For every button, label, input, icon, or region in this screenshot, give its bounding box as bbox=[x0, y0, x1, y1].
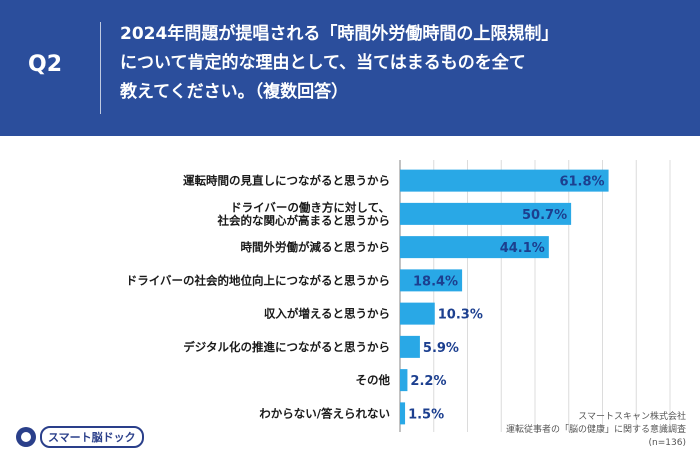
bar bbox=[400, 302, 435, 325]
category-label: ドライバーの働き方に対して、 bbox=[230, 200, 390, 214]
bar-value-label: 1.5% bbox=[408, 407, 444, 422]
category-label: 運転時間の見直しにつながると思うから bbox=[183, 174, 390, 188]
bar-value-label: 18.4% bbox=[413, 274, 458, 289]
question-header: Q2 2024年問題が提唱される「時間外労働時間の上限規制」 について肯定的な理… bbox=[0, 0, 700, 136]
category-label: デジタル化の推進につながると思うから bbox=[183, 340, 390, 354]
category-label: その他 bbox=[356, 373, 391, 387]
category-label: 時間外労働が減ると思うから bbox=[241, 240, 391, 254]
bar bbox=[400, 202, 572, 225]
bar-value-label: 50.7% bbox=[522, 208, 567, 223]
bar bbox=[400, 402, 406, 425]
chart-panel: 61.8% 運転時間の見直しにつながると思うから 50.7% ドライバーの働き方に対し… bbox=[10, 142, 690, 460]
category-label: わからない/答えられない bbox=[259, 406, 390, 420]
category-label: ドライバーの社会的地位向上につながると思うから bbox=[126, 273, 390, 287]
header-divider bbox=[100, 22, 101, 114]
source-survey: 運転従事者の「脳の健康」に関する意識調査 bbox=[505, 425, 686, 435]
source-sample-size: (n=136) bbox=[648, 438, 686, 448]
question-line-2: について肯定的な理由として、当てはまるものを全て bbox=[120, 53, 526, 73]
bar-value-label: 61.8% bbox=[559, 175, 604, 190]
bar-chart: 61.8% 運転時間の見直しにつながると思うから 50.7% ドライバーの働き方に対し… bbox=[126, 160, 671, 432]
bar-value-label: 44.1% bbox=[500, 241, 545, 256]
brand-logo-text: スマート脳ドック bbox=[40, 426, 144, 448]
bar-value-label: 5.9% bbox=[423, 341, 459, 356]
question-line-1: 2024年問題が提唱される「時間外労働時間の上限規制」 bbox=[120, 24, 559, 44]
bar bbox=[400, 169, 609, 192]
bar-value-label: 2.2% bbox=[410, 374, 446, 389]
category-label: 収入が増えると思うから bbox=[264, 307, 390, 321]
source-company: スマートスキャン株式会社 bbox=[578, 412, 686, 422]
source-note: スマートスキャン株式会社 運転従事者の「脳の健康」に関する意識調査 (n=136… bbox=[506, 411, 686, 450]
question-line-3: 教えてください。（複数回答） bbox=[120, 82, 349, 102]
category-label: 社会的な関心が高まると思うから bbox=[217, 213, 391, 227]
question-number: Q2 bbox=[28, 52, 63, 77]
brand-logo: スマート脳ドック bbox=[16, 426, 144, 448]
bar bbox=[400, 335, 420, 358]
bar-value-label: 10.3% bbox=[438, 308, 483, 323]
brain-icon bbox=[16, 427, 36, 447]
question-text: 2024年問題が提唱される「時間外労働時間の上限規制」 について肯定的な理由とし… bbox=[120, 20, 680, 107]
bar bbox=[400, 269, 463, 292]
bar bbox=[400, 369, 408, 392]
bar bbox=[400, 236, 549, 259]
